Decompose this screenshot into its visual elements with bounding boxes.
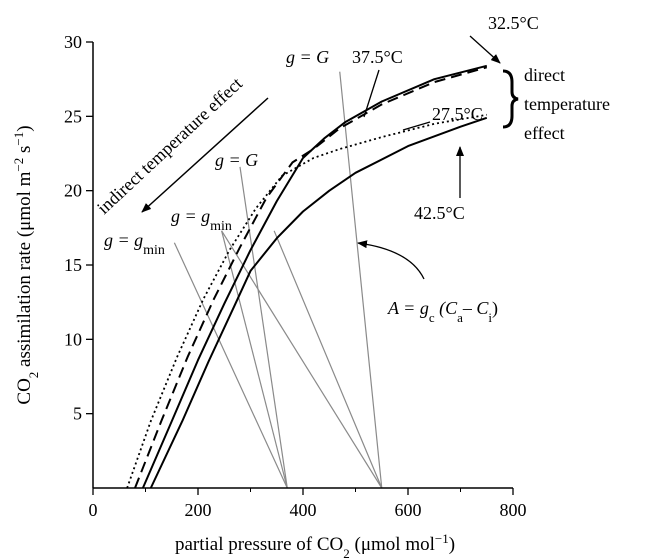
supply-equation-arrow xyxy=(357,240,425,280)
curve-275 xyxy=(126,113,487,489)
leader-37-5C xyxy=(363,69,380,118)
x-ticks: 0 200 400 600 800 xyxy=(89,488,527,520)
y-tick-label-30: 30 xyxy=(64,32,82,52)
y-tick-label-15: 15 xyxy=(64,255,82,275)
x-tick-label-200: 200 xyxy=(185,500,212,520)
direct-effect-brace xyxy=(502,69,519,129)
label-27-5C: 27.5°C xyxy=(432,104,483,124)
y-tick-label-10: 10 xyxy=(64,329,82,349)
curve-425 xyxy=(149,116,488,489)
label-37-5C: 37.5°C xyxy=(352,47,403,67)
label-g-gmin-left: g = gmin xyxy=(104,230,165,258)
label-g-G-right: g = G xyxy=(286,47,329,67)
y-tick-label-20: 20 xyxy=(64,181,82,201)
supply-lines xyxy=(173,71,383,489)
indirect-effect-arrow xyxy=(141,97,269,213)
x-tick-label-0: 0 xyxy=(89,500,98,520)
x-tick-label-800: 800 xyxy=(500,500,527,520)
supply-line-4 xyxy=(273,230,383,489)
assimilation-curves xyxy=(126,64,488,489)
x-axis-title: partial pressure of CO2 (μmol mol−1) xyxy=(175,531,455,560)
label-42-5C: 42.5°C xyxy=(414,203,465,223)
leader-27-5C xyxy=(402,121,431,131)
direct-effect-label-3: effect xyxy=(524,123,565,143)
supply-line-5 xyxy=(221,230,383,489)
label-g-G-mid: g = G xyxy=(215,150,258,170)
label-32-5C: 32.5°C xyxy=(488,13,539,33)
supply-line-3 xyxy=(239,166,288,489)
y-axis-title: CO2 assimilation rate (μmol m−2 s−1) xyxy=(11,125,41,404)
x-tick-label-400: 400 xyxy=(290,500,317,520)
indirect-effect-label: indirect temperature effect xyxy=(93,73,246,218)
leader-32-5C xyxy=(469,35,501,64)
supply-line-2 xyxy=(221,230,288,489)
direct-effect-label-1: direct xyxy=(524,65,565,85)
supply-line-1 xyxy=(173,242,288,489)
supply-line-6 xyxy=(339,71,383,489)
y-tick-label-25: 25 xyxy=(64,106,82,126)
direct-effect-label-2: temperature xyxy=(524,94,610,114)
label-g-gmin-mid: g = gmin xyxy=(171,206,232,234)
curve-325 xyxy=(141,64,488,489)
supply-equation: A = gc (Ca– Ci) xyxy=(387,298,498,325)
y-tick-label-5: 5 xyxy=(73,404,82,424)
y-ticks: 5 10 15 20 25 30 xyxy=(64,32,93,424)
x-tick-label-600: 600 xyxy=(395,500,422,520)
